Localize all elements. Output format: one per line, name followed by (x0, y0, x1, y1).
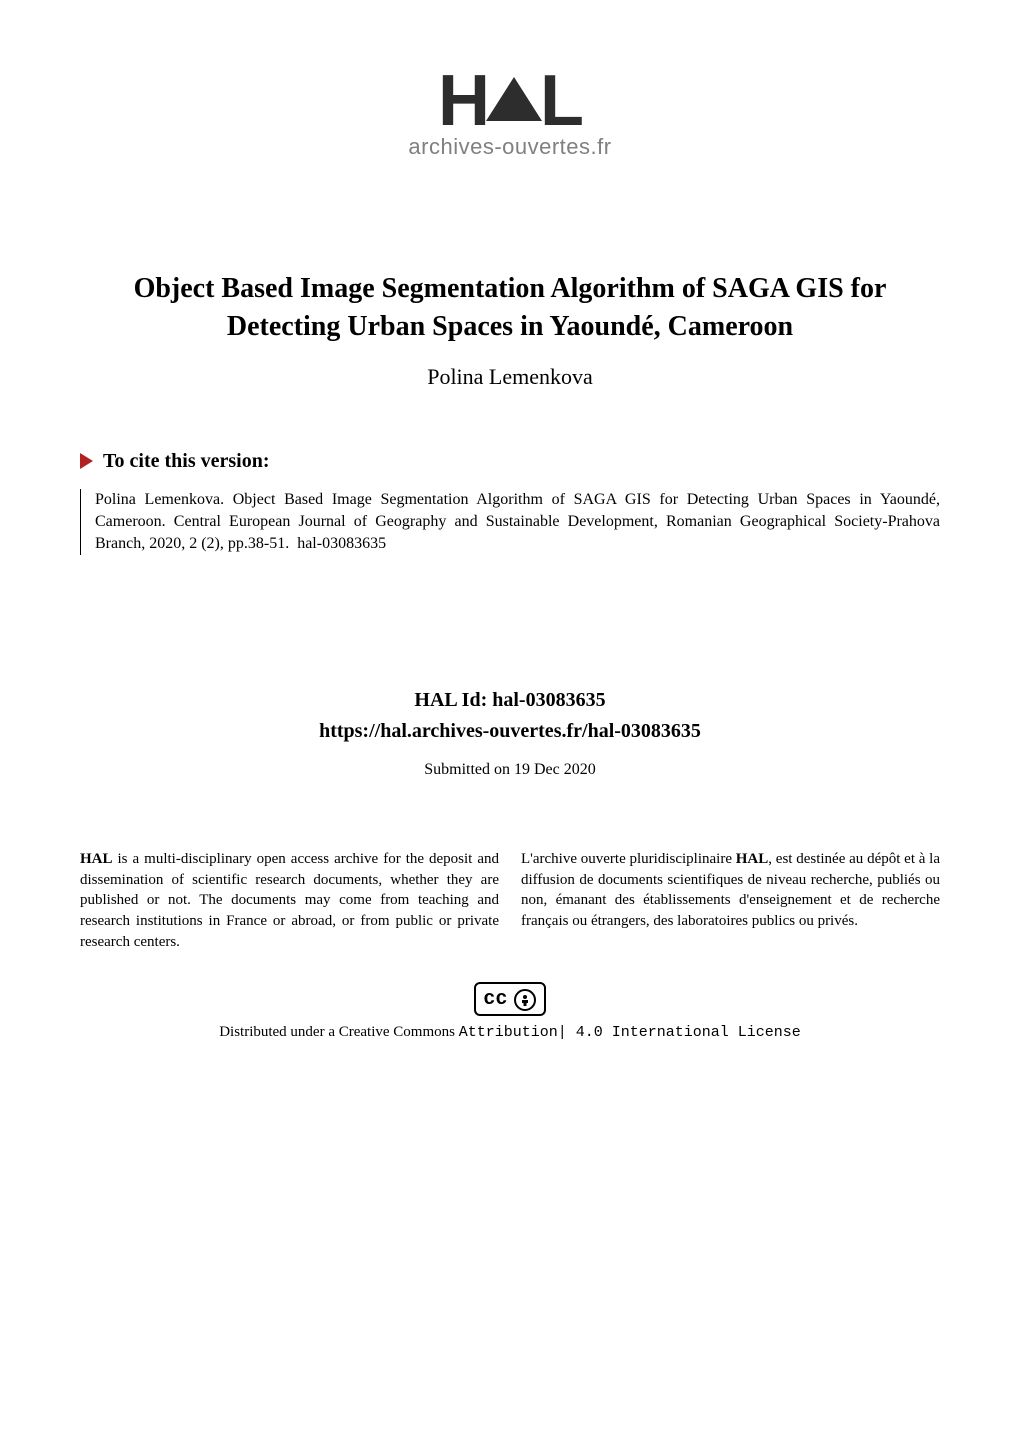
logo-subtitle: archives-ouvertes.fr (80, 134, 940, 160)
hal-logo: HL (438, 60, 582, 142)
cc-badge-icon: cc (474, 982, 547, 1016)
description-fr: L'archive ouverte pluridisciplinaire HAL… (521, 849, 940, 952)
citation-text: Polina Lemenkova. Object Based Image Seg… (95, 489, 940, 555)
hal-url[interactable]: https://hal.archives-ouvertes.fr/hal-030… (80, 716, 940, 747)
license-text: Distributed under a Creative Commons Att… (80, 1024, 940, 1041)
logo-triangle-icon (486, 77, 542, 121)
cc-by-icon (514, 989, 536, 1011)
submitted-date: Submitted on 19 Dec 2020 (80, 761, 940, 779)
license-link[interactable]: Attribution| 4.0 International License (459, 1024, 801, 1041)
cite-triangle-icon (80, 453, 93, 469)
cc-text: cc (484, 987, 508, 1009)
desc-fr-pre: L'archive ouverte pluridisciplinaire (521, 851, 736, 867)
desc-en-bold: HAL (80, 851, 113, 867)
desc-fr-bold: HAL (736, 851, 769, 867)
hal-id: HAL Id: hal-03083635 (80, 685, 940, 716)
cite-header: To cite this version: (80, 450, 940, 473)
desc-en-text: is a multi-disciplinary open access arch… (80, 851, 499, 950)
license-pre: Distributed under a Creative Commons (219, 1024, 459, 1040)
hal-id-block: HAL Id: hal-03083635 https://hal.archive… (80, 685, 940, 747)
logo-letter-h: H (438, 61, 488, 141)
person-icon (519, 994, 531, 1006)
description-columns: HAL is a multi-disciplinary open access … (80, 849, 940, 952)
cite-label: To cite this version: (103, 450, 269, 473)
logo-letter-l: L (540, 61, 582, 141)
hal-logo-block: HL archives-ouvertes.fr (80, 60, 940, 160)
license-section: cc Distributed under a Creative Commons … (80, 982, 940, 1041)
description-en: HAL is a multi-disciplinary open access … (80, 849, 499, 952)
citation-box: Polina Lemenkova. Object Based Image Seg… (80, 489, 940, 555)
paper-author: Polina Lemenkova (80, 364, 940, 390)
paper-title: Object Based Image Segmentation Algorith… (80, 270, 940, 346)
